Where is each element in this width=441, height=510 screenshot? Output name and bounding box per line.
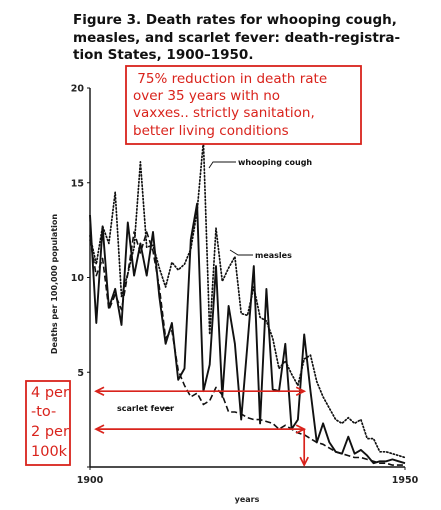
x-axis-label: years [235,495,260,504]
annotation-left-box-frame [25,380,71,466]
arrow-level-2-head-left [94,424,105,434]
y-tick-label: 15 [71,178,84,189]
series-label-whooping-cough: whooping cough [238,158,312,167]
series-layer [89,140,406,466]
series-line-measles [89,202,406,465]
annotation-arrows [94,386,309,468]
x-tick-label: 1900 [77,475,104,486]
annotation-top-line-3: vaxxes.. strictly sanitation, [133,105,315,121]
annotation-left-line-4: 100k [31,444,68,460]
series-line-scarlet-fever [89,231,405,466]
arrow-level-4-head-right [295,386,307,396]
annotation-left-line-2: -to- [31,404,56,420]
y-tick-label: 20 [71,84,85,95]
ticks: 5 10 15 20 1900 1950 [71,84,419,487]
chart-title-line-3: tion States, 1900–1950. [73,47,253,63]
annotation-top-box: 75% reduction in death rate over 35 year… [125,65,362,145]
arrow-level-4-head-left [94,386,105,396]
chart-title-line-2: measles, and scarlet fever: death-regist… [73,30,400,46]
x-tick-label: 1950 [392,475,419,486]
chart-title-line-1: Figure 3. Death rates for whooping cough… [73,12,397,28]
annotation-top-line-1: 75% reduction in death rate [133,71,327,87]
annotation-left-line-1: 4 per [31,385,69,401]
series-line-whooping-cough [89,140,406,459]
y-axis-label: Deaths per 100,000 population [50,214,59,354]
annotation-top-box-frame [125,65,362,145]
leader-whooping-cough [208,161,236,169]
series-label-measles: measles [255,251,292,260]
annotation-top-line-2: over 35 years with no [133,88,280,104]
annotation-top-line-4: better living conditions [133,123,289,139]
leader-measles [229,249,253,256]
annotation-left-box: 4 per -to- 2 per 100k [25,380,71,466]
series-label-scarlet-fever: scarlet fever [117,404,174,413]
arrow-down-head [299,456,309,468]
y-tick-label: 5 [77,368,84,379]
annotation-left-line-3: 2 per [31,424,69,440]
chart-title: Figure 3. Death rates for whooping cough… [73,12,400,63]
y-tick-label: 10 [71,273,85,284]
